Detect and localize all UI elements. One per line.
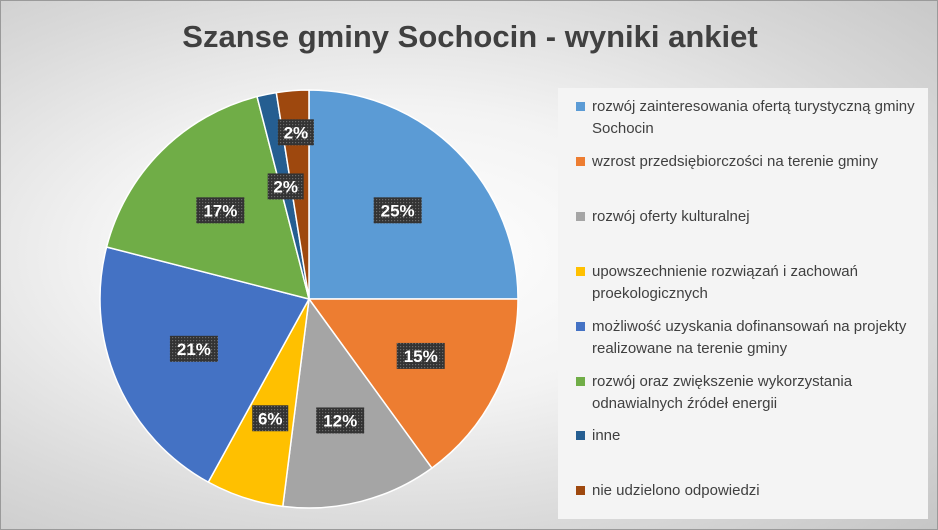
legend-label: nie udzielono odpowiedzi xyxy=(592,482,760,499)
legend-label: inne xyxy=(592,427,621,444)
legend: rozwój zainteresowania ofertą turystyczn… xyxy=(558,88,928,519)
data-label-text: 12% xyxy=(323,411,357,430)
data-label: 15% xyxy=(396,342,445,369)
legend-label: rozwój zainteresowania ofertą turystyczn… xyxy=(592,98,915,137)
data-label-box xyxy=(396,342,445,369)
pie-slice-rozwoj-zainteresowania-o xyxy=(308,89,519,300)
legend-item-entrepreneurship: wzrost przedsiębiorczości na terenie gmi… xyxy=(576,151,921,173)
legend-swatch xyxy=(576,377,585,386)
data-label-box xyxy=(252,405,289,432)
data-label-box xyxy=(277,119,314,146)
data-label-text: 2% xyxy=(284,123,309,142)
data-label: 21% xyxy=(169,335,218,362)
legend-swatch xyxy=(576,102,585,111)
pie-slice-rozwoj-oferty-kulturalne xyxy=(281,297,433,509)
legend-item-renewable-energy: rozwój oraz zwiększenie wykorzystania od… xyxy=(576,371,921,415)
legend-item-ecology: upowszechnienie rozwiązań i zachowań pro… xyxy=(576,261,921,305)
data-label: 17% xyxy=(196,197,245,224)
data-label: 6% xyxy=(252,405,289,432)
legend-item-no-answer: nie udzielono odpowiedzi xyxy=(576,480,921,502)
data-label-box xyxy=(373,197,422,224)
data-label-text: 17% xyxy=(203,201,237,220)
legend-label: wzrost przedsiębiorczości na terenie gmi… xyxy=(592,153,878,170)
data-label-text: 21% xyxy=(177,340,211,359)
legend-swatch xyxy=(576,267,585,276)
chart-title: Szanse gminy Sochocin - wyniki ankiet xyxy=(182,19,758,54)
data-label-text: 15% xyxy=(404,347,438,366)
legend-item-culture: rozwój oferty kulturalnej xyxy=(576,206,921,228)
legend-label: upowszechnienie rozwiązań i zachowań pro… xyxy=(592,263,858,302)
legend-item-tourism: rozwój zainteresowania ofertą turystyczn… xyxy=(576,96,921,140)
legend-swatch xyxy=(576,157,585,166)
pie-slice-mozliwosc-uzyskania-dofi xyxy=(99,246,311,484)
legend-item-other: inne xyxy=(576,425,921,447)
data-label: 25% xyxy=(373,197,422,224)
data-label-box xyxy=(196,197,245,224)
legend-label: rozwój oraz zwiększenie wykorzystania od… xyxy=(592,373,853,412)
legend-swatch xyxy=(576,431,585,440)
legend-swatch xyxy=(576,212,585,221)
legend-label: rozwój oferty kulturalnej xyxy=(592,208,750,225)
legend-item-funding: możliwość uzyskania dofinansowań na proj… xyxy=(576,316,921,360)
data-label-text: 2% xyxy=(273,177,298,196)
data-label-text: 6% xyxy=(258,409,283,428)
pie-slice-wzrost-przedsiebiorczosc xyxy=(307,298,519,470)
legend-label: możliwość uzyskania dofinansowań na proj… xyxy=(592,318,907,357)
legend-swatch xyxy=(576,322,585,331)
data-label: 12% xyxy=(316,407,365,434)
legend-swatch xyxy=(576,486,585,495)
data-label: 2% xyxy=(267,173,304,200)
data-label-box xyxy=(267,173,304,200)
data-label-text: 25% xyxy=(381,201,415,220)
data-label-box xyxy=(316,407,365,434)
data-label: 2% xyxy=(277,119,314,146)
data-label-box xyxy=(169,335,218,362)
